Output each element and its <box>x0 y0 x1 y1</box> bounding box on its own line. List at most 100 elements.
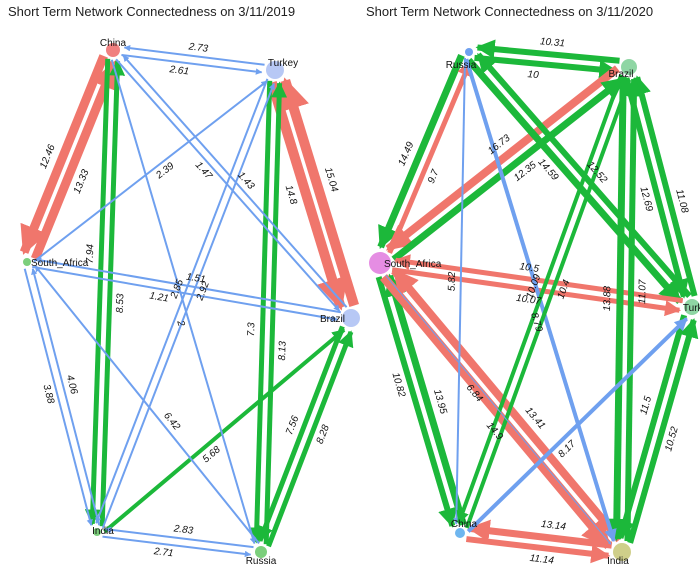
node-india <box>613 543 631 561</box>
edge-label: 2.71 <box>152 546 174 559</box>
edge-russia-to-brazil <box>266 330 354 548</box>
edge-russia-to-turkey <box>263 81 288 545</box>
node-label-brazil: Brazil <box>608 69 633 80</box>
edge-india-to-brazil <box>624 77 644 542</box>
node-label-south_africa: South_Africa <box>384 259 442 270</box>
edge-label: 2.61 <box>168 64 190 77</box>
node-label-russia: Russia <box>246 556 277 565</box>
node-china <box>455 528 465 538</box>
edge-label: 8.28 <box>315 423 332 446</box>
edge-label: 1.51 <box>185 272 206 286</box>
edge-turkey-to-india <box>95 78 269 524</box>
edge-label: 1.43 <box>235 170 256 192</box>
edge-label: 12.69 <box>638 186 655 213</box>
edge-india-to-turkey <box>101 82 275 529</box>
edge-china-to-brazil <box>464 78 632 529</box>
edge-label: 8.13 <box>277 341 289 361</box>
edge-south_africa-to-india <box>385 274 612 545</box>
edge-brazil-to-china <box>456 74 624 525</box>
node-turkey <box>266 61 284 79</box>
edge-label: 10.5 <box>519 261 540 275</box>
edge-label: 2.39 <box>153 160 176 181</box>
edge-label: 4.06 <box>64 374 80 396</box>
edge-label: 10.82 <box>389 371 407 399</box>
edge-south_africa-to-russia <box>387 59 473 254</box>
edge-label: 10.07 <box>515 293 542 307</box>
node-label-russia: Russia <box>446 60 477 71</box>
edge-brazil-to-china <box>122 54 348 308</box>
edge-label: 10 <box>527 69 540 81</box>
node-label-china: China <box>451 519 478 530</box>
edge-label: 7.94 <box>85 243 97 263</box>
node-label-south_africa: South_Africa <box>31 258 89 269</box>
edge-india-to-china <box>467 519 613 549</box>
node-india <box>93 528 101 536</box>
edge-label: 10.31 <box>539 36 565 49</box>
edge-china-to-russia <box>110 59 256 545</box>
edge-turkey-to-india <box>615 314 688 540</box>
edge-china-to-india <box>84 58 111 526</box>
edge-label: 13.88 <box>602 285 613 311</box>
edge-india-to-turkey <box>627 318 699 544</box>
edge-india-to-russia <box>102 535 252 558</box>
edge-india-to-china <box>99 59 126 527</box>
node-south_africa <box>369 252 391 274</box>
edge-brazil-to-russia <box>257 325 345 543</box>
edge-south_africa-to-turkey <box>33 80 268 263</box>
edge-label: 11.07 <box>637 279 648 304</box>
edge-label: 11.14 <box>529 553 555 565</box>
edge-brazil-to-turkey <box>278 77 359 307</box>
edge-label: 6.42 <box>161 410 182 432</box>
edge-label: 14.8 <box>283 184 299 206</box>
edge-label: 2.83 <box>172 523 194 536</box>
edge-label: 5.82 <box>447 271 458 291</box>
edge-label: 13.95 <box>431 388 449 416</box>
edge-south_africa-to-india <box>23 268 93 526</box>
edge-china-to-south_africa <box>19 54 108 255</box>
edge-south_africa-to-india <box>380 274 613 549</box>
node-label-india: India <box>92 526 114 537</box>
edge-label: 8.53 <box>115 293 127 313</box>
edge-brazil-to-india <box>605 76 629 542</box>
edge-russia-to-india <box>104 526 254 549</box>
edge-russia-to-turkey <box>466 57 683 304</box>
edge-russia-to-south_africa <box>34 265 260 544</box>
edge-label: 1.21 <box>148 291 169 305</box>
node-label-brazil: Brazil <box>320 314 345 325</box>
edge-turkey-to-brazil <box>267 81 348 311</box>
edge-label: 10.52 <box>663 425 681 453</box>
edge-china-to-turkey <box>466 317 689 533</box>
edge-turkey-to-brazil <box>632 75 698 297</box>
edge-turkey-to-china <box>123 45 265 66</box>
edge-label: 3.88 <box>40 383 56 405</box>
edge-label: 1.47 <box>193 160 214 182</box>
edge-india-to-brazil <box>103 328 346 534</box>
node-brazil <box>621 59 637 75</box>
edge-label: 11.5 <box>638 395 654 416</box>
node-label-turkey: Turkey <box>268 58 298 69</box>
edge-turkey-to-south_africa <box>393 254 684 304</box>
edge-china-to-turkey <box>121 53 263 75</box>
edge-brazil-to-south_africa <box>385 65 620 253</box>
edge-label: 9.7 <box>426 168 442 185</box>
node-label-india: India <box>607 556 629 565</box>
edge-label: 7.3 <box>246 322 257 337</box>
node-brazil <box>342 309 360 327</box>
edge-russia-to-china <box>453 57 466 525</box>
edge-russia-to-brazil <box>474 54 619 80</box>
edge-label: 2 <box>174 318 187 328</box>
node-china <box>106 43 120 57</box>
node-russia <box>465 48 473 56</box>
node-turkey <box>684 299 700 315</box>
edge-label: 11.08 <box>673 188 690 215</box>
edge-india-to-south_africa <box>31 268 101 526</box>
edge-brazil-to-russia <box>475 39 620 64</box>
edge-russia-to-south_africa <box>377 53 465 250</box>
edge-label: 2.73 <box>187 41 209 54</box>
edge-south_africa-to-china <box>375 276 457 528</box>
right-panel-title: Short Term Network Connectedness on 3/11… <box>366 4 654 19</box>
edge-brazil-to-south_africa <box>34 257 341 314</box>
edge-india-to-south_africa <box>391 268 623 543</box>
